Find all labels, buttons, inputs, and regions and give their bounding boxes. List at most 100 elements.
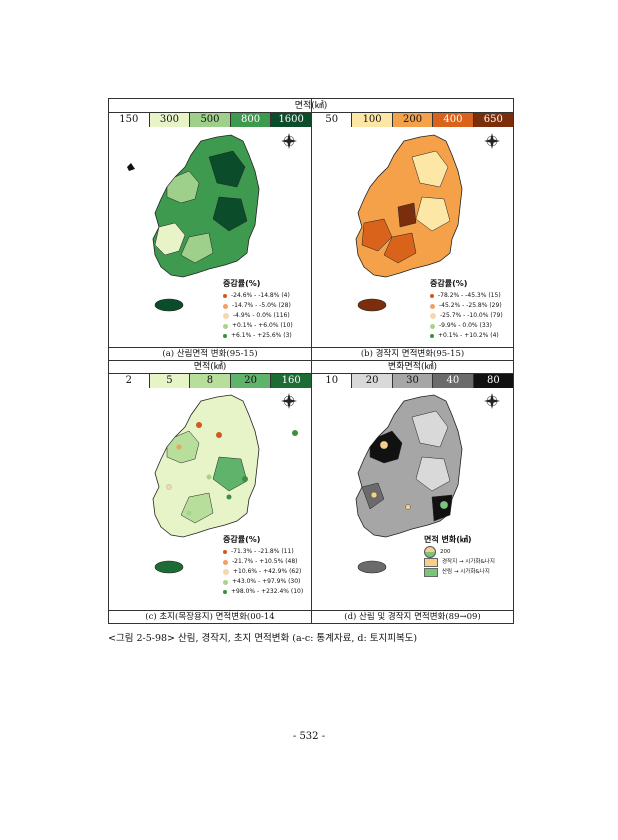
legend-label: +0.1% - +10.2% (4) bbox=[438, 332, 499, 339]
page-number: - 532 - bbox=[292, 731, 326, 742]
legend-label: -4.9% - 0.0% (116) bbox=[233, 312, 290, 319]
legend-dot bbox=[223, 303, 228, 309]
korea-map-grassland bbox=[152, 393, 298, 574]
legend-item: -14.7% - -5.0% (28) bbox=[223, 301, 293, 311]
legend-item: 산림 → 시가화&나지 bbox=[424, 567, 495, 577]
divider bbox=[109, 360, 513, 361]
legend-label: -45.2% - -25.8% (29) bbox=[439, 302, 502, 309]
divider bbox=[109, 386, 513, 387]
legend-label: -25.7% - -10.0% (79) bbox=[440, 312, 503, 319]
legend-item: -45.2% - -25.8% (29) bbox=[430, 301, 503, 311]
scale-class: 800 bbox=[230, 113, 272, 127]
figure-frame: 면적(㎢) 면적(㎢) 변화면적(㎢) 150 300 500 800 1600 50 1… bbox=[108, 98, 514, 624]
caption-a: (a) 산림면적 변화(95-15) bbox=[162, 349, 258, 359]
legend-title: 면적 변화(㎢) bbox=[424, 535, 472, 544]
legend-label: +98.0% - +232.4% (10) bbox=[231, 588, 304, 595]
legend-item: -21.7% - +10.5% (48) bbox=[223, 557, 303, 567]
legend-title: 증감률(%) bbox=[430, 279, 468, 288]
legend-item: -78.2% - -45.3% (15) bbox=[430, 291, 503, 301]
map-panel-forest: 증감률(%) -24.6% - -14.8% (4) -14.7% - -5.0%… bbox=[109, 127, 311, 347]
legend-item: +0.1% - +6.0% (10) bbox=[223, 321, 293, 331]
legend-item: +43.0% - +97.9% (30) bbox=[223, 577, 303, 587]
scale-class: 80 bbox=[473, 374, 514, 388]
legend-dot bbox=[430, 334, 434, 338]
legend-label: +0.1% - +6.0% (10) bbox=[232, 322, 293, 329]
legend-label: +43.0% - +97.9% (30) bbox=[232, 578, 301, 585]
legend-label: 산림 → 시가화&나지 bbox=[442, 569, 490, 575]
scale-class: 150 bbox=[109, 113, 150, 127]
map-panel-grassland: 증감률(%) -71.3% - -21.8% (11) -21.7% - +10.… bbox=[109, 387, 311, 610]
legend-dot bbox=[430, 294, 434, 298]
legend-label: -24.6% - -14.8% (4) bbox=[231, 292, 290, 299]
legend-circle-label: 200 bbox=[440, 549, 451, 555]
legend-label: 경작지 → 시가화&나지 bbox=[442, 559, 495, 565]
legend-title: 증감률(%) bbox=[223, 279, 261, 288]
mid-unit-title-right: 변화면적(㎢) bbox=[387, 362, 438, 372]
caption-b: (b) 경작지 면적변화(95-15) bbox=[360, 349, 465, 359]
legend-dot bbox=[430, 323, 435, 329]
panel-divider-vertical bbox=[311, 99, 312, 623]
legend-dot bbox=[430, 303, 435, 309]
scale-class: 300 bbox=[149, 113, 191, 127]
legend-swatch bbox=[424, 567, 438, 577]
scale-class: 650 bbox=[473, 113, 514, 127]
legend-label: -9.9% - 0.0% (33) bbox=[439, 322, 492, 329]
map-panel-farmland: 증감률(%) -78.2% - -45.3% (15) -45.2% - -25.… bbox=[312, 127, 513, 347]
legend-circle-size: 200 bbox=[424, 546, 495, 558]
korea-map-forest bbox=[127, 133, 297, 312]
legend-dot bbox=[223, 550, 227, 554]
legend-dot bbox=[223, 559, 228, 565]
legend-dot bbox=[430, 313, 436, 319]
top-unit-title: 면적(㎢) bbox=[294, 101, 328, 111]
legend-item: +6.1% - +25.6% (3) bbox=[223, 331, 293, 341]
legend-grassland: 증감률(%) -71.3% - -21.8% (11) -21.7% - +10.… bbox=[223, 535, 303, 597]
scale-class: 5 bbox=[149, 374, 191, 388]
divider bbox=[109, 126, 513, 127]
caption-d: (d) 산림 및 경작지 면적변화(89→09) bbox=[344, 612, 481, 622]
scale-c: 2 5 8 20 160 bbox=[109, 374, 311, 388]
divider bbox=[109, 347, 513, 348]
figure-caption: <그림 2-5-98> 산림, 경작지, 초지 면적변화 (a-c: 통계자료,… bbox=[108, 633, 418, 644]
divider bbox=[109, 610, 513, 611]
scale-class: 50 bbox=[312, 113, 353, 127]
legend-dot bbox=[223, 569, 229, 575]
legend-title: 증감률(%) bbox=[223, 535, 261, 544]
legend-label: -14.7% - -5.0% (28) bbox=[232, 302, 291, 309]
legend-label: -78.2% - -45.3% (15) bbox=[438, 292, 501, 299]
legend-label: -71.3% - -21.8% (11) bbox=[231, 548, 294, 555]
legend-item: -24.6% - -14.8% (4) bbox=[223, 291, 293, 301]
korea-map-landcover bbox=[355, 393, 500, 574]
legend-item: -71.3% - -21.8% (11) bbox=[223, 547, 303, 557]
scale-class: 40 bbox=[433, 374, 474, 388]
scale-class: 160 bbox=[271, 374, 311, 388]
legend-item: -25.7% - -10.0% (79) bbox=[430, 311, 503, 321]
scale-class: 500 bbox=[190, 113, 231, 127]
legend-forest: 증감률(%) -24.6% - -14.8% (4) -14.7% - -5.0%… bbox=[223, 279, 293, 341]
legend-dot bbox=[223, 579, 228, 585]
scale-class: 8 bbox=[190, 374, 231, 388]
legend-swatch bbox=[424, 557, 438, 567]
legend-dot bbox=[223, 590, 227, 594]
legend-item: -4.9% - 0.0% (116) bbox=[223, 311, 293, 321]
scale-class: 30 bbox=[392, 374, 434, 388]
scale-d: 10 20 30 40 80 bbox=[312, 374, 514, 388]
map-panel-landcover: 면적 변화(㎢) 200 경작지 → 시가화&나지 산림 → 시가화&나지 bbox=[312, 387, 513, 610]
scale-class: 1600 bbox=[271, 113, 311, 127]
legend-item: +98.0% - +232.4% (10) bbox=[223, 587, 303, 597]
mid-unit-title-left: 면적(㎢) bbox=[193, 362, 227, 372]
legend-item: +0.1% - +10.2% (4) bbox=[430, 331, 503, 341]
scale-class: 100 bbox=[352, 113, 393, 127]
legend-dot bbox=[223, 313, 229, 319]
legend-label: +10.6% - +42.9% (62) bbox=[233, 568, 302, 575]
divider bbox=[109, 112, 513, 113]
scale-class: 10 bbox=[312, 374, 353, 388]
scale-class: 2 bbox=[109, 374, 150, 388]
legend-item: -9.9% - 0.0% (33) bbox=[430, 321, 503, 331]
legend-dot bbox=[223, 334, 227, 338]
korea-map-farmland bbox=[355, 133, 500, 312]
legend-item: 경작지 → 시가화&나지 bbox=[424, 557, 495, 567]
scale-class: 200 bbox=[392, 113, 434, 127]
legend-dot bbox=[223, 294, 227, 298]
legend-label: -21.7% - +10.5% (48) bbox=[232, 558, 298, 565]
caption-c: (c) 초지(목장용지) 면적변화(00-14 bbox=[145, 612, 275, 622]
